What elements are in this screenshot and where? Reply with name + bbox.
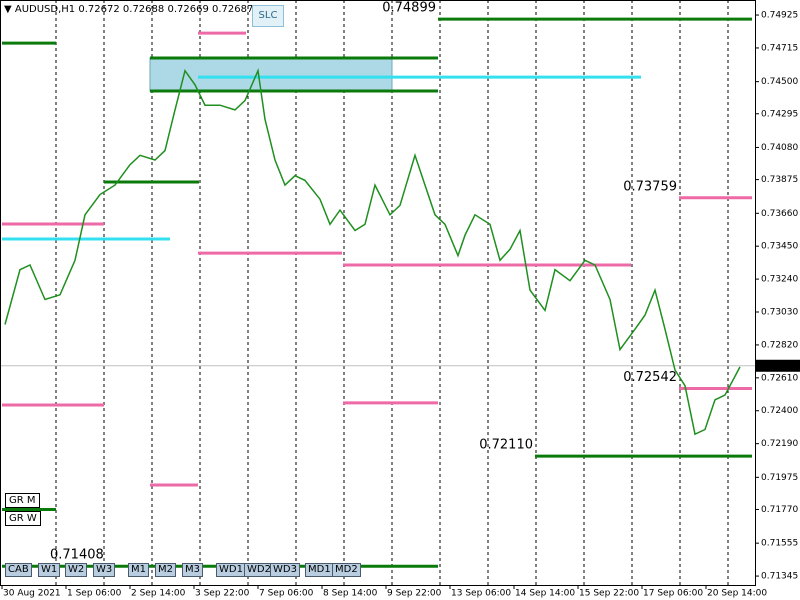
x-tick-label: 9 Sep 22:00	[387, 589, 442, 599]
y-tick-label: 0.72610	[761, 373, 798, 383]
toolbar-button[interactable]: GR W	[5, 511, 41, 526]
y-tick-label: 0.73660	[761, 209, 798, 219]
x-tick-label: 2 Sep 14:00	[131, 589, 186, 599]
price-line	[4, 67, 741, 436]
y-tick-label: 0.72820	[761, 340, 798, 350]
toolbar-button[interactable]: M2	[155, 563, 176, 577]
y-tick-label: 0.72400	[761, 406, 798, 416]
x-tick-label: 8 Sep 14:00	[323, 589, 378, 599]
ohlc-open: 0.72672	[78, 4, 120, 15]
x-tick-label: 14 Sep 14:00	[515, 589, 575, 599]
y-tick-label: 0.71345	[761, 572, 798, 582]
x-tick-label: 1 Sep 06:00	[67, 589, 122, 599]
toolbar-button[interactable]: WD1	[216, 563, 246, 577]
y-tick-label: 0.74715	[761, 43, 798, 53]
toolbar-button[interactable]: GR M	[5, 493, 40, 508]
toolbar-button[interactable]: MD1	[305, 563, 334, 577]
toolbar-button[interactable]: W2	[65, 563, 88, 577]
x-tick-label: 13 Sep 06:00	[451, 589, 511, 599]
level-label: 0.71408	[50, 548, 104, 563]
y-tick-label: 0.74925	[761, 11, 798, 21]
y-tick-label: 0.71975	[761, 473, 798, 483]
toolbar-button[interactable]: CAB	[5, 563, 32, 577]
toolbar-button[interactable]: WD3	[270, 563, 300, 577]
symbol: AUDUSD,H1	[14, 4, 76, 15]
y-tick-label: 0.71555	[761, 539, 798, 549]
level-label: 0.72110	[479, 438, 533, 453]
chart-header: ▼ AUDUSD,H1 0.72672 0.72688 0.72669 0.72…	[4, 4, 254, 15]
x-tick-label: 7 Sep 06:00	[259, 589, 314, 599]
current-price-label: 0.72687	[759, 361, 796, 371]
level-label: 0.74899	[382, 1, 436, 16]
slc-button[interactable]: SLC	[252, 5, 284, 27]
level-label: 0.72542	[623, 370, 677, 385]
y-tick-label: 0.73875	[761, 175, 798, 185]
y-tick-label: 0.72190	[761, 439, 798, 449]
y-tick-label: 0.73240	[761, 275, 798, 285]
y-tick-label: 0.74080	[761, 143, 798, 153]
x-tick-label: 17 Sep 06:00	[643, 589, 703, 599]
current-price-tag	[756, 359, 800, 372]
x-tick-label: 3 Sep 22:00	[195, 589, 250, 599]
ohlc-low: 0.72669	[167, 4, 209, 15]
toolbar-button[interactable]: M3	[182, 563, 203, 577]
toolbar-button[interactable]: M1	[128, 563, 149, 577]
ohlc-high: 0.72688	[122, 4, 165, 15]
toolbar-button[interactable]: MD2	[332, 563, 361, 577]
y-tick-label: 0.73450	[761, 242, 798, 252]
y-tick-label: 0.74295	[761, 109, 798, 119]
zone	[149, 57, 393, 92]
x-tick-label: 30 Aug 2021	[3, 589, 61, 599]
x-tick-label: 15 Sep 22:00	[579, 589, 639, 599]
y-tick-label: 0.73030	[761, 308, 798, 318]
y-tick-label: 0.71770	[761, 505, 798, 515]
ohlc-close: 0.72687	[212, 4, 254, 15]
plot-border	[0, 0, 756, 586]
x-tick-label: 20 Sep 14:00	[707, 589, 767, 599]
level-label: 0.73759	[623, 179, 677, 194]
toolbar-button[interactable]: W3	[93, 563, 116, 577]
y-tick-label: 0.74500	[761, 77, 798, 87]
toolbar-button[interactable]: W1	[38, 563, 61, 577]
